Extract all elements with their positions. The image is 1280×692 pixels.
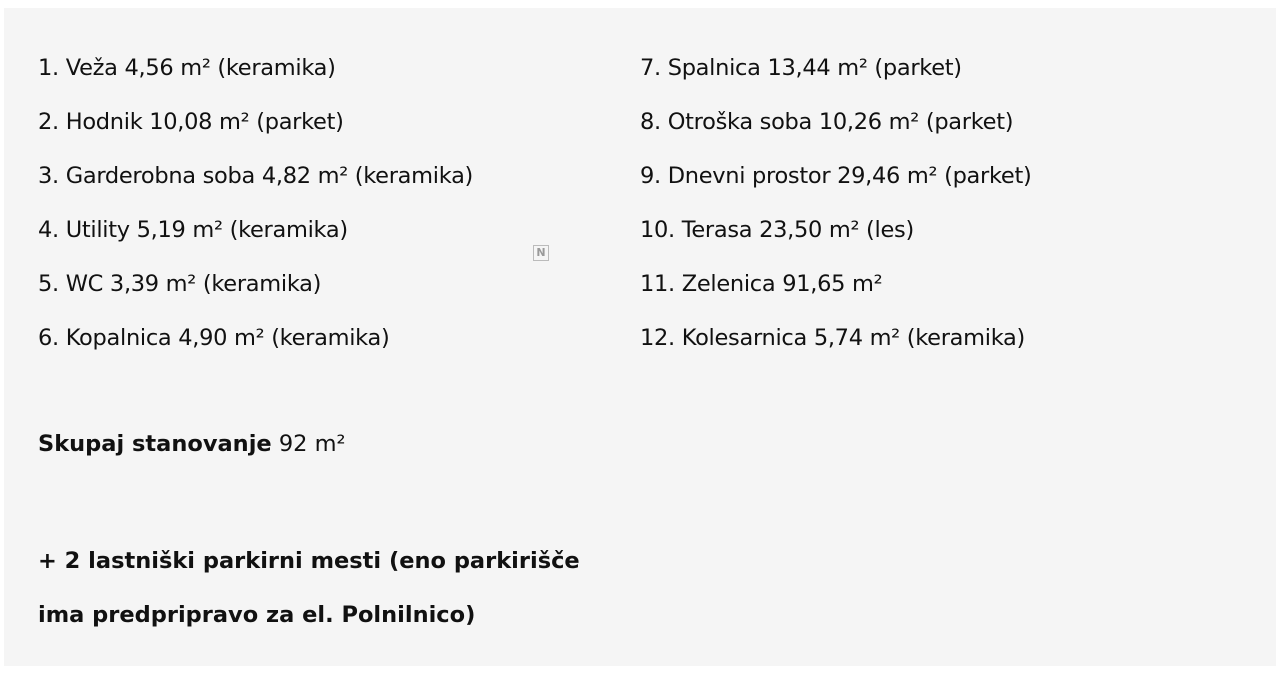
parking-note: + 2 lastniški parkirni mesti (eno parkir… xyxy=(38,534,580,642)
room-list-left: 1. Veža 4,56 m² (keramika) 2. Hodnik 10,… xyxy=(38,50,473,374)
parking-line: ima predpripravo za el. Polnilnico) xyxy=(38,602,476,628)
room-item: 6. Kopalnica 4,90 m² (keramika) xyxy=(38,325,390,351)
room-item: 2. Hodnik 10,08 m² (parket) xyxy=(38,109,344,135)
total-area: Skupaj stanovanje 92 m² xyxy=(38,426,346,462)
total-value: 92 m² xyxy=(278,431,346,457)
room-item: 7. Spalnica 13,44 m² (parket) xyxy=(640,55,962,81)
parking-line: + 2 lastniški parkirni mesti (eno parkir… xyxy=(38,548,580,574)
room-item: 12. Kolesarnica 5,74 m² (keramika) xyxy=(640,325,1026,351)
room-item: 8. Otroška soba 10,26 m² (parket) xyxy=(640,109,1014,135)
room-item: 3. Garderobna soba 4,82 m² (keramika) xyxy=(38,163,474,189)
room-item: 4. Utility 5,19 m² (keramika) xyxy=(38,217,348,243)
room-item: 5. WC 3,39 m² (keramika) xyxy=(38,271,322,297)
content-panel xyxy=(4,8,1276,666)
room-item: 9. Dnevni prostor 29,46 m² (parket) xyxy=(640,163,1032,189)
room-list-right: 7. Spalnica 13,44 m² (parket) 8. Otroška… xyxy=(640,50,1032,374)
total-label: Skupaj stanovanje xyxy=(38,431,272,457)
room-item: 11. Zelenica 91,65 m² xyxy=(640,271,883,297)
room-item: 10. Terasa 23,50 m² (les) xyxy=(640,217,914,243)
room-item: 1. Veža 4,56 m² (keramika) xyxy=(38,55,336,81)
watermark-icon: N xyxy=(533,245,549,261)
